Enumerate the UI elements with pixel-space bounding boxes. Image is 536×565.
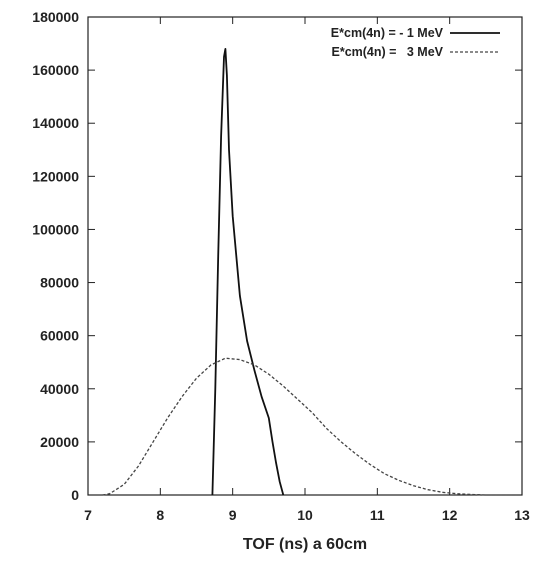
x-axis-title: TOF (ns) a 60cm (243, 536, 367, 553)
y-tick-label: 120000 (32, 168, 79, 184)
x-tick-label: 9 (229, 507, 237, 523)
x-tick-label: 7 (84, 507, 92, 523)
legend-label-3mev: E*cm(4n) = 3 MeV (332, 45, 444, 59)
y-tick-label: 0 (71, 487, 79, 503)
y-tick-label: 60000 (40, 328, 79, 344)
legend: E*cm(4n) = - 1 MeV E*cm(4n) = 3 MeV (331, 26, 500, 59)
y-tick-label: 40000 (40, 381, 79, 397)
series-layer (102, 48, 522, 496)
y-tick-label: 160000 (32, 62, 79, 78)
x-tick-label: 10 (297, 507, 313, 523)
series-line-1 (102, 357, 522, 496)
x-tick-label: 13 (514, 507, 530, 523)
y-tick-label: 20000 (40, 434, 79, 450)
plot-frame (87, 16, 523, 496)
x-tick-label: 11 (370, 507, 385, 523)
y-tick-labels: 0 20000 40000 60000 80000 100000 120000 140000 1… (32, 9, 79, 503)
x-tick-label: 8 (156, 507, 164, 523)
y-tick-label: 180000 (32, 9, 79, 25)
x-tick-labels: 7 8 9 10 11 12 13 (84, 507, 530, 523)
legend-label-minus-1mev: E*cm(4n) = - 1 MeV (331, 26, 444, 40)
series-line-0 (211, 48, 285, 496)
y-tick-label: 80000 (40, 275, 79, 291)
axis-ticks (87, 16, 523, 496)
x-tick-label: 12 (442, 507, 458, 523)
y-tick-label: 140000 (32, 115, 79, 131)
y-tick-label: 100000 (32, 221, 79, 237)
